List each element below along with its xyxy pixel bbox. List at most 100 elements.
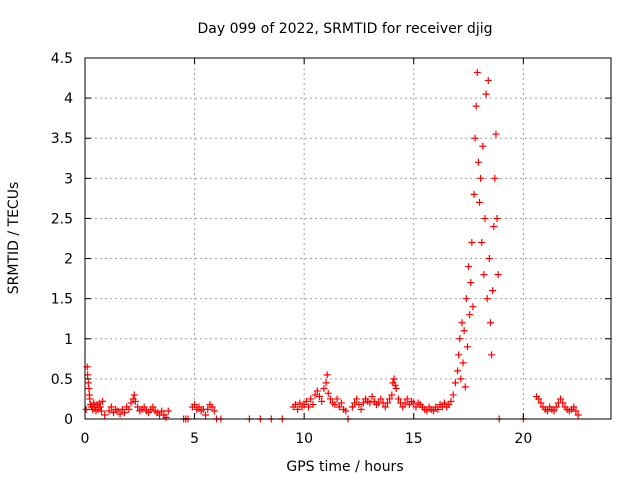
x-tick-label: 0: [81, 431, 90, 447]
data-point: [335, 403, 343, 411]
data-point: [574, 411, 582, 419]
data-point: [95, 399, 103, 407]
data-point: [309, 401, 317, 409]
data-point: [394, 395, 402, 403]
data-point: [471, 134, 479, 142]
data-point: [462, 295, 470, 303]
data-point: [465, 263, 473, 271]
data-point: [107, 403, 115, 411]
data-point: [412, 403, 420, 411]
data-point: [342, 407, 350, 415]
data-point: [484, 76, 492, 84]
data-point: [386, 395, 394, 403]
data-point: [423, 407, 431, 415]
data-point: [570, 403, 578, 411]
data-point: [489, 287, 497, 295]
data-point: [195, 403, 203, 411]
data-point: [162, 413, 170, 421]
data-point: [331, 401, 339, 409]
data-point: [101, 411, 109, 419]
y-tick-label: 0: [64, 412, 73, 428]
data-point: [357, 405, 365, 413]
y-tick-label: 2.5: [51, 211, 73, 227]
data-point: [202, 411, 210, 419]
data-point: [351, 399, 359, 407]
data-point: [491, 174, 499, 182]
data-point: [557, 395, 565, 403]
data-point: [305, 403, 313, 411]
data-point: [323, 371, 331, 379]
data-point: [477, 174, 485, 182]
data-point: [552, 403, 560, 411]
data-point: [401, 399, 409, 407]
data-point: [440, 399, 448, 407]
data-point: [388, 391, 396, 399]
data-point: [322, 379, 330, 387]
data-point: [125, 405, 133, 413]
data-point: [466, 311, 474, 319]
data-point: [134, 403, 142, 411]
data-point: [455, 351, 463, 359]
y-tick-label: 0.5: [51, 372, 73, 388]
x-tick-label: 5: [190, 431, 199, 447]
data-point: [535, 395, 543, 403]
x-tick-label: 15: [405, 431, 423, 447]
data-point: [130, 391, 138, 399]
data-point: [457, 375, 465, 383]
data-point: [449, 391, 457, 399]
data-point: [97, 407, 105, 415]
data-point: [559, 399, 567, 407]
y-tick-label: 2: [64, 252, 73, 268]
data-point: [377, 395, 385, 403]
data-point: [543, 407, 551, 415]
data-point: [96, 403, 104, 411]
data-point: [474, 158, 482, 166]
x-tick-label: 10: [295, 431, 313, 447]
data-point: [454, 367, 462, 375]
data-point: [490, 222, 498, 230]
grid: [85, 58, 611, 419]
data-point: [311, 391, 319, 399]
data-point: [550, 407, 558, 415]
y-tick-label: 1: [64, 332, 73, 348]
data-point: [456, 335, 464, 343]
data-point: [86, 395, 94, 403]
data-point: [210, 407, 218, 415]
y-axis-label: SRMTID / TECUs: [6, 182, 22, 295]
data-point: [131, 397, 139, 405]
y-tick-label: 3.5: [51, 131, 73, 147]
data-point: [326, 395, 334, 403]
data-point: [296, 399, 304, 407]
data-point: [99, 397, 107, 405]
data-point: [158, 407, 166, 415]
data-point: [461, 383, 469, 391]
data-point: [451, 379, 459, 387]
data-point: [318, 397, 326, 405]
data-point: [353, 395, 361, 403]
plot-frame: [84, 57, 612, 420]
data-point: [164, 407, 172, 415]
data-point: [324, 389, 332, 397]
x-axis-label: GPS time / hours: [286, 459, 403, 475]
data-point: [470, 190, 478, 198]
data-point: [82, 405, 90, 413]
data-point: [381, 403, 389, 411]
y-tick-label: 1.5: [51, 292, 73, 308]
data-point: [316, 393, 324, 401]
data-point: [294, 405, 302, 413]
data-point: [302, 397, 310, 405]
data-point: [149, 403, 157, 411]
data-point: [493, 214, 501, 222]
data-point: [447, 397, 455, 405]
data-point: [333, 395, 341, 403]
data-points: [82, 68, 582, 423]
data-point: [390, 375, 398, 383]
data-point: [483, 295, 491, 303]
data-point: [468, 239, 476, 247]
data-point: [208, 403, 216, 411]
data-point: [459, 359, 467, 367]
x-axis-ticks: 0 5 10 15 20: [81, 58, 532, 447]
data-point: [494, 271, 502, 279]
data-point: [478, 239, 486, 247]
